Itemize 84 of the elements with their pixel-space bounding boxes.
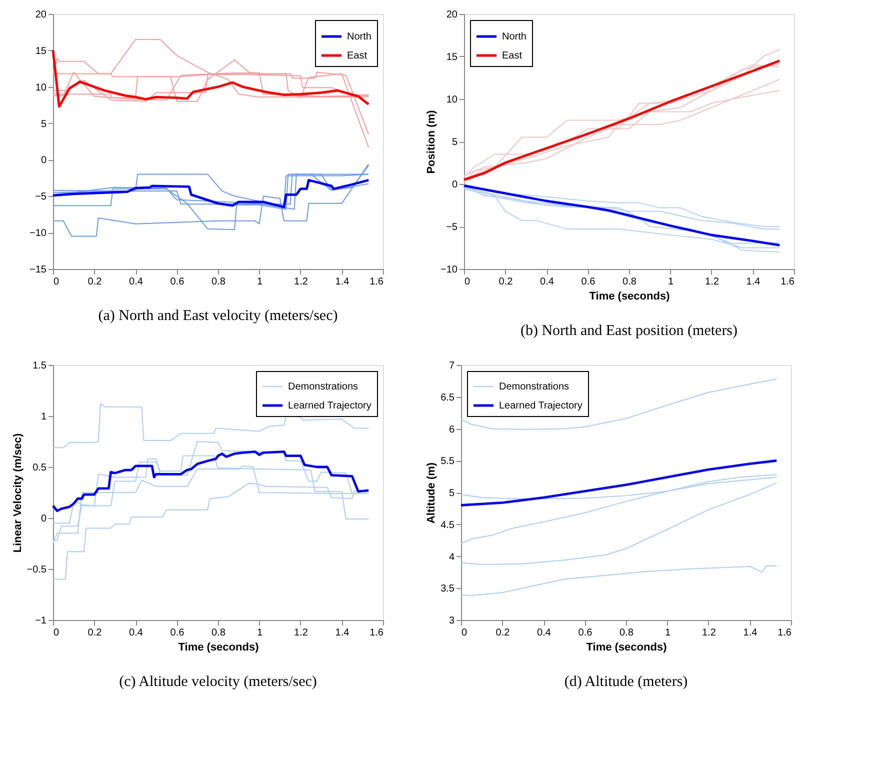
y-tick-label: 0.5: [32, 462, 47, 474]
y-tick-label: 4: [448, 552, 455, 563]
y-tick-label: 3.5: [440, 584, 455, 595]
y-tick-label: 4.5: [440, 520, 455, 531]
x-tick-label: 0.8: [212, 628, 226, 638]
x-tick-label: 0: [54, 276, 60, 288]
text: (c) Altitude velocity (meters/sec): [119, 674, 317, 690]
y-tick-label: 6.5: [440, 392, 455, 404]
text: (a) North and East velocity (meters/sec): [98, 308, 338, 324]
y-axis-title: Altitude (m): [426, 462, 438, 524]
x-tick-label: 1: [256, 276, 263, 288]
x-tick-label: 1.6: [778, 628, 792, 638]
x-tick-label: 1.4: [743, 628, 758, 638]
x-tick-label: 0.4: [129, 628, 144, 638]
x-tick-label: 1: [256, 628, 263, 638]
x-tick-label: 0.4: [129, 276, 144, 288]
x-tick-label: 1: [664, 628, 671, 638]
x-tick-label: 1.2: [705, 276, 720, 288]
x-tick-label: 0.2: [498, 276, 514, 288]
legend-label: North: [502, 32, 526, 42]
y-tick-label: 1.5: [32, 360, 47, 372]
legend-label: Demonstrations: [499, 382, 570, 392]
y-tick-label: 7: [448, 360, 455, 372]
x-tick-label: 0.8: [212, 276, 226, 288]
y-tick-label: 20: [446, 10, 458, 20]
x-tick-label: 0: [54, 628, 60, 638]
x-tick-label: 0.8: [620, 628, 634, 638]
x-axis-title: Time (seconds): [589, 290, 670, 302]
x-tick-label: 1.6: [370, 628, 384, 638]
text: (d) Altitude (meters): [564, 674, 688, 690]
x-tick-label: 1.2: [294, 628, 308, 638]
y-tick-label: 6: [448, 424, 455, 436]
x-axis-title: Time (seconds): [178, 642, 260, 654]
x-tick-label: 1.2: [294, 276, 308, 288]
y-tick-label: −15: [30, 264, 47, 276]
x-tick-label: 0.2: [88, 276, 102, 288]
y-tick-label: −5: [446, 222, 458, 233]
legend-label: Demonstrations: [288, 382, 358, 392]
x-tick-label: 0.8: [622, 276, 637, 288]
y-tick-label: −10: [440, 264, 458, 276]
x-tick-label: 0.6: [170, 628, 185, 638]
x-tick-label: 0.2: [88, 628, 102, 638]
y-tick-label: 5: [452, 137, 458, 148]
x-tick-label: 0.6: [578, 628, 593, 638]
y-tick-label: 15: [35, 46, 47, 57]
y-tick-label: 5: [40, 118, 47, 130]
x-tick-label: 0.6: [581, 276, 596, 288]
y-tick-label: 10: [35, 82, 47, 94]
x-tick-label: 0: [464, 276, 470, 288]
text: (b) North and East position (meters): [520, 323, 738, 339]
y-tick-label: 5: [448, 488, 455, 499]
x-tick-label: 1.4: [746, 276, 761, 288]
legend-label: East: [502, 50, 522, 62]
y-tick-label: 5.5: [440, 456, 455, 468]
x-tick-label: 1.2: [702, 628, 716, 638]
y-tick-label: −5: [35, 192, 47, 203]
y-tick-label: −1: [35, 616, 47, 626]
x-tick-label: 1.4: [335, 628, 350, 638]
y-tick-label: 20: [35, 10, 47, 20]
legend-label: East: [347, 50, 368, 62]
y-axis-title: Linear Velocity (m/sec): [12, 433, 24, 553]
y-tick-label: 10: [446, 94, 458, 106]
x-tick-label: 1.4: [335, 276, 350, 288]
y-tick-label: 15: [446, 52, 458, 63]
x-tick-label: 0.4: [537, 628, 552, 638]
y-tick-label: 0: [40, 514, 47, 524]
legend-label: Learned Trajectory: [288, 400, 372, 412]
x-tick-label: 0.6: [170, 276, 185, 288]
x-tick-label: 0.4: [540, 276, 554, 288]
legend-label: North: [347, 32, 372, 42]
y-tick-label: 3: [448, 616, 455, 626]
x-tick-label: 1.6: [780, 276, 795, 288]
legend-label: Learned Trajectory: [499, 400, 582, 412]
x-axis-title: Time (seconds): [586, 642, 668, 654]
x-tick-label: 0: [462, 628, 468, 638]
x-tick-label: 1: [668, 276, 674, 288]
y-tick-label: 1: [40, 412, 47, 422]
y-tick-label: −10: [30, 228, 47, 240]
x-tick-label: 0.2: [496, 628, 510, 638]
y-tick-label: −0.5: [26, 564, 47, 576]
y-tick-label: 0: [40, 155, 47, 166]
y-axis-title: Position (m): [426, 110, 438, 174]
y-tick-label: 0: [452, 180, 458, 190]
x-tick-label: 1.6: [370, 276, 384, 288]
